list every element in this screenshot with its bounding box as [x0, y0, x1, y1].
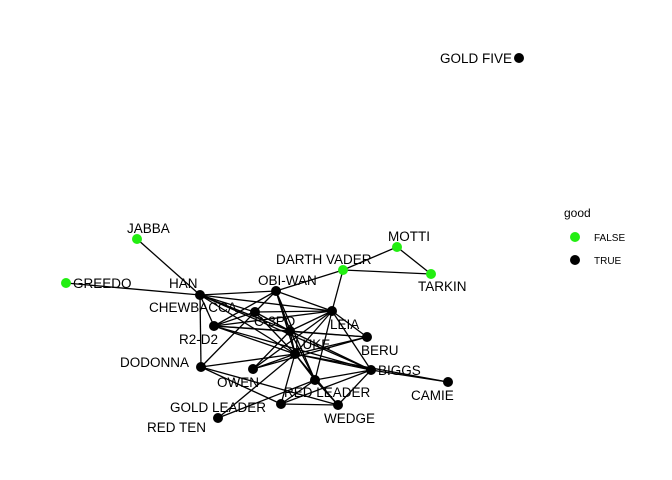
edge-chewbacca-leia [254, 310, 333, 313]
edge-han-r2-d2 [199, 294, 215, 327]
edge-biggs-red-leader [314, 369, 372, 381]
edge-motti-darth-vader [342, 246, 398, 271]
edge-c-3po-leia [289, 310, 333, 332]
node-dodonna [196, 362, 206, 372]
edge-beru-owen [252, 336, 368, 370]
node-label-leia: LEIA [330, 317, 359, 332]
node-leia [327, 306, 337, 316]
edge-jabba-han [136, 238, 201, 296]
node-label-r2-d2: R2-D2 [179, 332, 218, 347]
node-beru [362, 332, 372, 342]
legend-label-true: TRUE [594, 256, 622, 267]
edge-han-obi-wan [199, 290, 277, 296]
edge-biggs-camie [370, 369, 449, 383]
node-motti [392, 242, 402, 252]
edge-luke-red-ten [217, 353, 296, 419]
node-label-beru: BERU [361, 343, 399, 358]
edge-darth-vader-tarkin [342, 269, 432, 275]
node-chewbacca [250, 307, 260, 317]
edge-leia-red-leader [314, 310, 333, 381]
edge-han-dodonna [199, 294, 202, 368]
node-label-chewbacca: CHEWBACCA [149, 300, 237, 315]
node-label-tarkin: TARKIN [418, 279, 467, 294]
node-gold-five [514, 53, 524, 63]
node-label-motti: MOTTI [388, 229, 430, 244]
node-red-leader [310, 375, 320, 385]
edge-luke-dodonna [200, 353, 296, 368]
node-greedo [61, 278, 71, 288]
edge-red-leader-gold-leader [280, 379, 316, 405]
edge-c-3po-biggs [289, 330, 372, 371]
legend-swatch-true [570, 255, 580, 265]
node-gold-leader [276, 399, 286, 409]
edge-chewbacca-c-3po [254, 311, 291, 332]
edge-dodonna-wedge [200, 366, 339, 406]
node-label-gold-five: GOLD FIVE [440, 51, 512, 66]
edge-obi-wan-red-leader [275, 290, 316, 381]
edge-biggs-gold-leader [280, 369, 372, 405]
node-obi-wan [271, 286, 281, 296]
edge-red-leader-wedge [314, 379, 339, 406]
node-tarkin [426, 269, 436, 279]
node-darth-vader [338, 265, 348, 275]
node-label-owen: OWEN [217, 375, 259, 390]
edge-dodonna-gold-leader [200, 366, 282, 405]
edge-han-leia [199, 294, 333, 312]
node-owen [248, 364, 258, 374]
legend: good FALSE TRUE [564, 206, 625, 267]
node-label-wedge: WEDGE [324, 411, 375, 426]
node-red-ten [213, 413, 223, 423]
edge-leia-luke [294, 310, 333, 355]
edge-chewbacca-dodonna [200, 311, 256, 368]
node-han [195, 290, 205, 300]
node-luke [290, 349, 300, 359]
node-label-obi-wan: OBI-WAN [258, 273, 317, 288]
node-label-red-leader: RED LEADER [284, 385, 371, 400]
edge-greedo-han [65, 282, 201, 296]
edge-obi-wan-r2-d2 [213, 290, 277, 327]
node-camie [443, 377, 453, 387]
node-wedge [333, 400, 343, 410]
edge-biggs-wedge [337, 369, 372, 406]
edge-leia-r2-d2 [213, 310, 333, 327]
edge-darth-vader-obi-wan [275, 269, 344, 292]
edge-darth-vader-leia [331, 269, 344, 312]
edge-motti-tarkin [396, 246, 432, 275]
node-label-jabba: JABBA [127, 221, 170, 236]
node-label-camie: CAMIE [411, 388, 454, 403]
edge-obi-wan-leia [275, 290, 333, 312]
node-label-han: HAN [169, 276, 198, 291]
legend-label-false: FALSE [594, 233, 625, 244]
edge-chewbacca-r2-d2 [213, 311, 256, 327]
node-label-red-ten: RED TEN [147, 420, 206, 435]
edge-red-ten-red-leader [217, 379, 316, 419]
edge-gold-leader-wedge [280, 403, 339, 406]
node-label-darth-vader: DARTH VADER [276, 252, 372, 267]
node-label-luke: LUKE [295, 337, 330, 352]
edge-obi-wan-luke [275, 290, 296, 355]
edge-r2-d2-luke [213, 325, 296, 355]
node-label-biggs: BIGGS [378, 363, 421, 378]
edge-leia-beru [331, 310, 368, 338]
edge-han-chewbacca [199, 294, 256, 313]
node-label-greedo: GREEDO [73, 276, 132, 291]
node-layer [61, 53, 524, 423]
node-label-c-3po: C-3PO [254, 314, 295, 329]
node-biggs [366, 365, 376, 375]
edge-luke-gold-leader [280, 353, 296, 405]
legend-title: good [564, 206, 591, 220]
node-label-gold-leader: GOLD LEADER [170, 400, 266, 415]
node-jabba [132, 234, 142, 244]
label-layer: GOLD FIVE JABBA MOTTI DARTH VADER TARKIN GREE… [73, 51, 512, 435]
node-label-dodonna: DODONNA [120, 355, 189, 370]
node-c-3po [285, 326, 295, 336]
edge-leia-owen [252, 310, 333, 370]
node-r2-d2 [209, 321, 219, 331]
edge-c-3po-owen [252, 330, 291, 370]
legend-swatch-false [570, 232, 580, 242]
